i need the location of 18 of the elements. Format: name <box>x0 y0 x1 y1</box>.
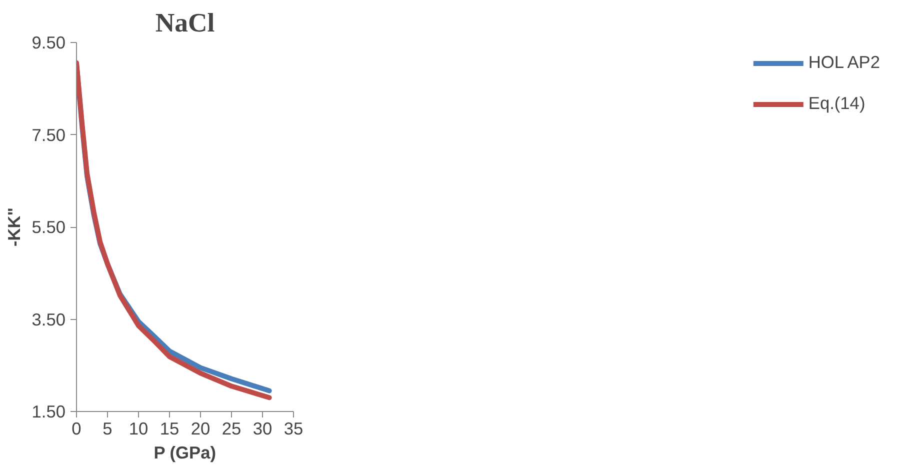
legend-label: HOL AP2 <box>808 52 880 73</box>
legend-label: Eq.(14) <box>808 93 866 114</box>
x-axis-title: P (GPa) <box>154 442 216 462</box>
x-tick-label: 30 <box>252 418 272 438</box>
x-tick-label: 5 <box>102 418 112 438</box>
y-tick-label: 5.50 <box>32 217 66 237</box>
y-tick-label: 7.50 <box>32 124 66 145</box>
x-tick-label: 20 <box>190 418 210 438</box>
chart-title: NaCl <box>155 8 215 38</box>
x-tick-label: 0 <box>72 418 82 438</box>
x-tick-label: 10 <box>128 418 148 438</box>
x-tick-label: 25 <box>222 418 242 438</box>
x-tick-label: 35 <box>284 418 304 438</box>
x-tick-label: 15 <box>160 418 180 438</box>
y-tick-label: 3.50 <box>32 309 66 330</box>
y-tick-label: 9.50 <box>32 32 66 52</box>
y-axis-title: -KK" <box>4 207 24 247</box>
y-tick-label: 1.50 <box>32 402 66 422</box>
